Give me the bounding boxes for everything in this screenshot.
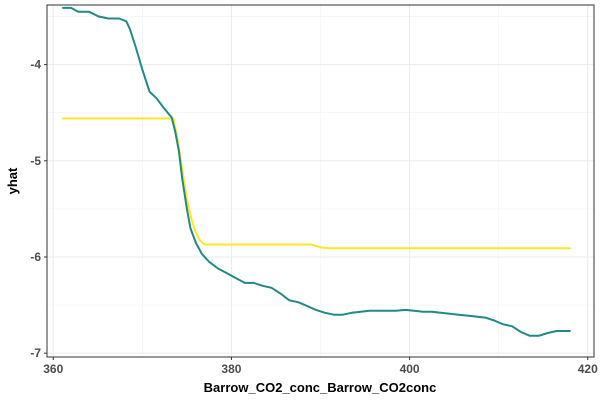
series-layer <box>62 6 571 337</box>
x-tick-label: 360 <box>43 362 63 376</box>
grid-minor <box>47 5 594 357</box>
y-tick-label: -6 <box>30 250 41 264</box>
y-tick-label: -4 <box>30 58 41 72</box>
y-tick-label: -5 <box>30 154 41 168</box>
x-tick-label: 400 <box>400 362 420 376</box>
x-tick-label: 380 <box>221 362 241 376</box>
series-line-teal <box>62 6 571 337</box>
plot-border <box>46 4 595 358</box>
y-axis-title: yhat <box>5 167 20 194</box>
x-axis-title: Barrow_CO2_conc_Barrow_CO2conc <box>204 380 437 395</box>
x-tick-label: 420 <box>578 362 598 376</box>
grid-major <box>47 5 594 357</box>
x-axis: 360 380 400 420 <box>43 357 598 376</box>
y-axis: -7 -6 -5 -4 <box>30 58 47 360</box>
y-tick-label: -7 <box>30 346 41 360</box>
